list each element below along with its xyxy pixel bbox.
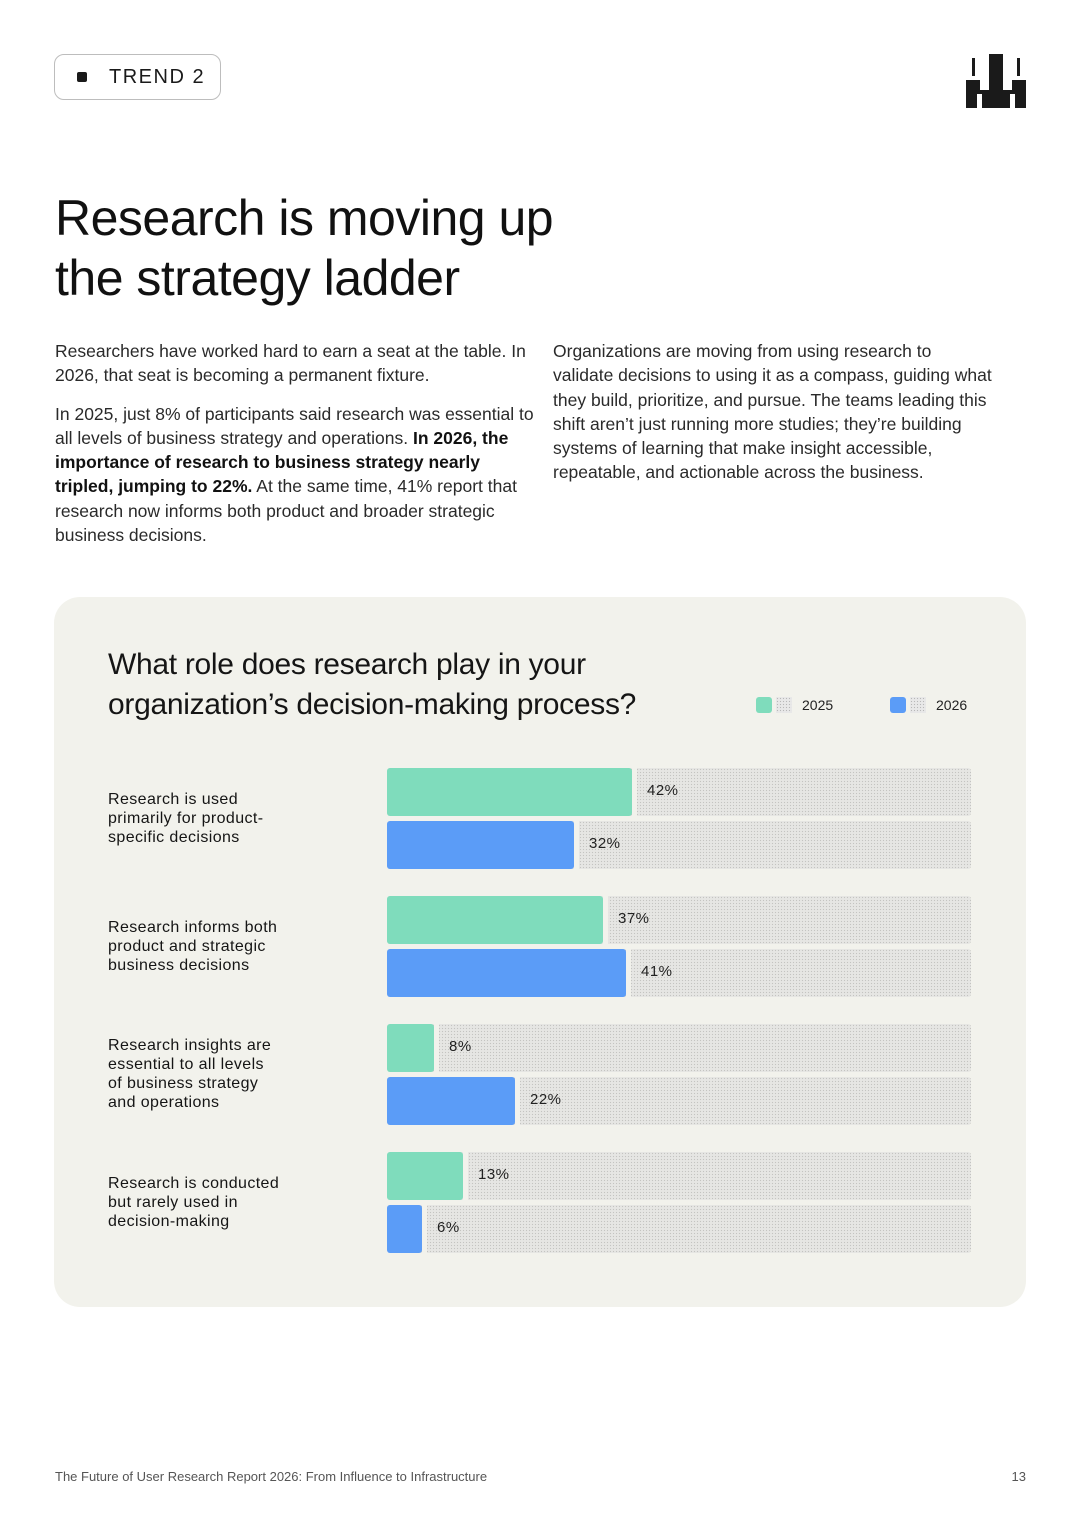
bar-track: 8% <box>387 1024 971 1072</box>
bar-track: 13% <box>387 1152 971 1200</box>
data-label: 13% <box>478 1166 510 1183</box>
data-label: 32% <box>589 835 621 852</box>
bar-separator <box>463 1152 468 1200</box>
legend-item-2025: 2025 <box>756 697 833 713</box>
legend-swatch-2025 <box>756 697 772 713</box>
bar-track: 22% <box>387 1077 971 1125</box>
intro-paragraph-2: In 2025, just 8% of participants said re… <box>55 402 535 548</box>
bar-separator <box>434 1024 439 1072</box>
bar-track: 6% <box>387 1205 971 1253</box>
bar-2026 <box>387 1077 515 1125</box>
bar-track: 41% <box>387 949 971 997</box>
page-title-line2: the strategy ladder <box>55 250 460 306</box>
data-label: 8% <box>449 1038 472 1055</box>
intro-paragraph-2-bold: In 2026, the importance of research to b… <box>55 427 509 497</box>
category-label: Research insights are essential to all l… <box>108 1037 272 1111</box>
page-title-line1: Research is moving up <box>55 190 554 246</box>
bar-separator <box>515 1077 520 1125</box>
legend-swatch-2026 <box>890 697 906 713</box>
legend-item-2026: 2026 <box>890 697 967 713</box>
category-label: Research is conducted but rarely used in… <box>108 1175 280 1230</box>
data-label: 42% <box>647 782 679 799</box>
intro-right-column: Organizations are moving from using rese… <box>553 339 993 499</box>
brand-logo-icon <box>966 54 1026 108</box>
intro-paragraph-2-b: At the same time, 41% report that resear… <box>55 476 517 546</box>
legend-hatch-icon <box>910 697 926 713</box>
bar-2025 <box>387 1152 463 1200</box>
bar-2026 <box>387 1205 422 1253</box>
legend-label-2026: 2026 <box>936 697 968 713</box>
intro-left-column: Researchers have worked hard to earn a s… <box>55 339 535 561</box>
intro-paragraph-3: Organizations are moving from using rese… <box>553 341 992 483</box>
bar-track: 42% <box>387 768 971 816</box>
data-label: 22% <box>530 1091 562 1108</box>
bar-2025 <box>387 1024 434 1072</box>
data-label: 6% <box>437 1219 460 1236</box>
square-bullet-icon <box>77 72 87 82</box>
page-title: Research is moving up the strategy ladde… <box>55 188 755 308</box>
bar-2025 <box>387 896 603 944</box>
category-label: Research informs both product and strate… <box>108 919 278 974</box>
trend-tag: TREND 2 <box>54 54 221 100</box>
intro-paragraph-1: Researchers have worked hard to earn a s… <box>55 341 526 386</box>
trend-tag-label: TREND 2 <box>109 65 206 88</box>
bar-track: 32% <box>387 821 971 869</box>
bar-separator <box>632 768 637 816</box>
category-label: Research is used primarily for product- … <box>108 791 264 846</box>
bar-separator <box>422 1205 427 1253</box>
bar-2026 <box>387 949 626 997</box>
bar-separator <box>626 949 631 997</box>
bar-2025 <box>387 768 632 816</box>
data-label: 41% <box>641 963 673 980</box>
legend-hatch-icon <box>776 697 792 713</box>
intro-paragraph-2-a: In 2025, just 8% of participants said re… <box>55 403 534 448</box>
bar-2026 <box>387 821 574 869</box>
bar-separator <box>603 896 608 944</box>
chart-title: What role does research play in your org… <box>108 648 637 721</box>
bar-track: 37% <box>387 896 971 944</box>
page-number: 13 <box>1011 1469 1026 1484</box>
bar-separator <box>574 821 579 869</box>
legend-label-2025: 2025 <box>802 697 834 713</box>
data-label: 37% <box>618 910 650 927</box>
footer-report-title: The Future of User Research Report 2026:… <box>55 1469 488 1484</box>
